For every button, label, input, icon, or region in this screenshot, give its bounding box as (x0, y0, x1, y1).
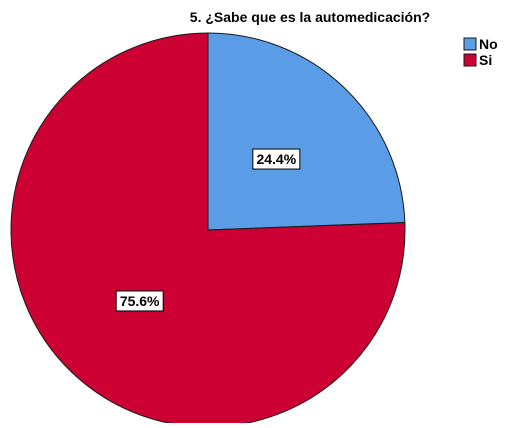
data-label-text: 24.4% (256, 151, 296, 167)
data-label-text: 75.6% (120, 293, 160, 309)
data-label-box (115, 290, 164, 312)
pie-slice-no (207, 32, 406, 231)
pie-data-labels: 24.4% 75.6% (115, 148, 301, 312)
legend-swatch-no (463, 37, 477, 51)
legend-label-si: Si (479, 52, 492, 68)
pie-slice-si (10, 32, 406, 428)
chart-title: 5. ¿Sabe que es la automedicación? (190, 9, 430, 25)
legend-swatch-si (463, 53, 477, 67)
data-label-no: 24.4% (252, 148, 301, 170)
pie-slices (10, 32, 406, 428)
legend-label-no: No (479, 36, 498, 52)
data-label-si: 75.6% (115, 290, 164, 312)
data-label-box (252, 148, 301, 170)
